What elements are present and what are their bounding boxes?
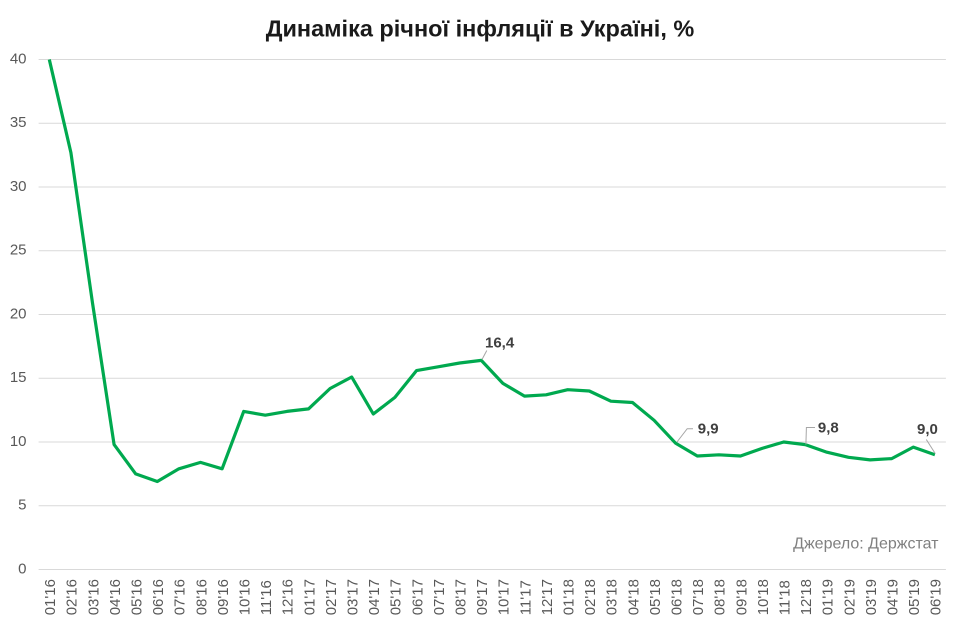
- svg-text:06'18: 06'18: [669, 579, 686, 615]
- svg-text:12'17: 12'17: [539, 579, 556, 615]
- svg-text:20: 20: [10, 305, 27, 322]
- svg-text:05'19: 05'19: [906, 579, 923, 615]
- svg-text:0: 0: [18, 560, 26, 577]
- svg-text:03'16: 03'16: [85, 579, 102, 615]
- svg-text:09'18: 09'18: [733, 579, 750, 615]
- svg-text:07'17: 07'17: [431, 579, 448, 615]
- svg-text:5: 5: [18, 497, 26, 514]
- svg-text:9,8: 9,8: [818, 419, 839, 436]
- svg-text:30: 30: [10, 178, 27, 195]
- svg-text:04'18: 04'18: [625, 579, 642, 615]
- svg-text:06'17: 06'17: [409, 579, 426, 615]
- svg-text:12'18: 12'18: [798, 579, 815, 615]
- svg-text:08'16: 08'16: [193, 579, 210, 615]
- svg-text:03'19: 03'19: [863, 579, 880, 615]
- svg-text:12'16: 12'16: [280, 579, 297, 615]
- svg-text:03'18: 03'18: [604, 579, 621, 615]
- svg-text:05'16: 05'16: [129, 579, 146, 615]
- svg-text:08'18: 08'18: [712, 579, 729, 615]
- svg-text:02'19: 02'19: [841, 579, 858, 615]
- svg-text:10: 10: [10, 433, 27, 450]
- svg-text:04'16: 04'16: [107, 579, 124, 615]
- svg-text:02'17: 02'17: [323, 579, 340, 615]
- svg-text:40: 40: [10, 50, 27, 67]
- svg-text:04'19: 04'19: [885, 579, 902, 615]
- svg-text:06'19: 06'19: [928, 579, 945, 615]
- svg-text:9,0: 9,0: [917, 421, 938, 438]
- svg-text:01'19: 01'19: [820, 579, 837, 615]
- svg-text:Динаміка річної інфляції в Укр: Динаміка річної інфляції в Україні, %: [266, 16, 695, 42]
- svg-text:10'18: 10'18: [755, 579, 772, 615]
- svg-text:06'16: 06'16: [150, 579, 167, 615]
- svg-text:07'18: 07'18: [690, 579, 707, 615]
- svg-text:Джерело: Держстат: Джерело: Держстат: [793, 536, 939, 553]
- svg-text:16,4: 16,4: [485, 334, 515, 351]
- svg-text:35: 35: [10, 114, 27, 131]
- svg-text:05'18: 05'18: [647, 579, 664, 615]
- svg-text:01'18: 01'18: [561, 579, 578, 615]
- svg-text:07'16: 07'16: [172, 579, 189, 615]
- svg-text:11'16: 11'16: [258, 580, 275, 615]
- svg-text:9,9: 9,9: [698, 421, 719, 438]
- svg-text:04'17: 04'17: [366, 579, 383, 615]
- svg-text:10'16: 10'16: [237, 579, 254, 615]
- svg-text:01'16: 01'16: [42, 579, 59, 615]
- svg-text:10'17: 10'17: [496, 579, 513, 615]
- svg-text:05'17: 05'17: [388, 579, 405, 615]
- svg-text:11'17: 11'17: [517, 580, 534, 615]
- svg-text:11'18: 11'18: [777, 580, 794, 615]
- svg-text:15: 15: [10, 369, 27, 386]
- svg-text:08'17: 08'17: [453, 579, 470, 615]
- svg-text:01'17: 01'17: [301, 579, 318, 615]
- svg-text:09'16: 09'16: [215, 579, 232, 615]
- svg-text:09'17: 09'17: [474, 579, 491, 615]
- svg-text:25: 25: [10, 242, 27, 259]
- svg-text:03'17: 03'17: [345, 579, 362, 615]
- svg-text:02'16: 02'16: [64, 579, 81, 615]
- svg-text:02'18: 02'18: [582, 579, 599, 615]
